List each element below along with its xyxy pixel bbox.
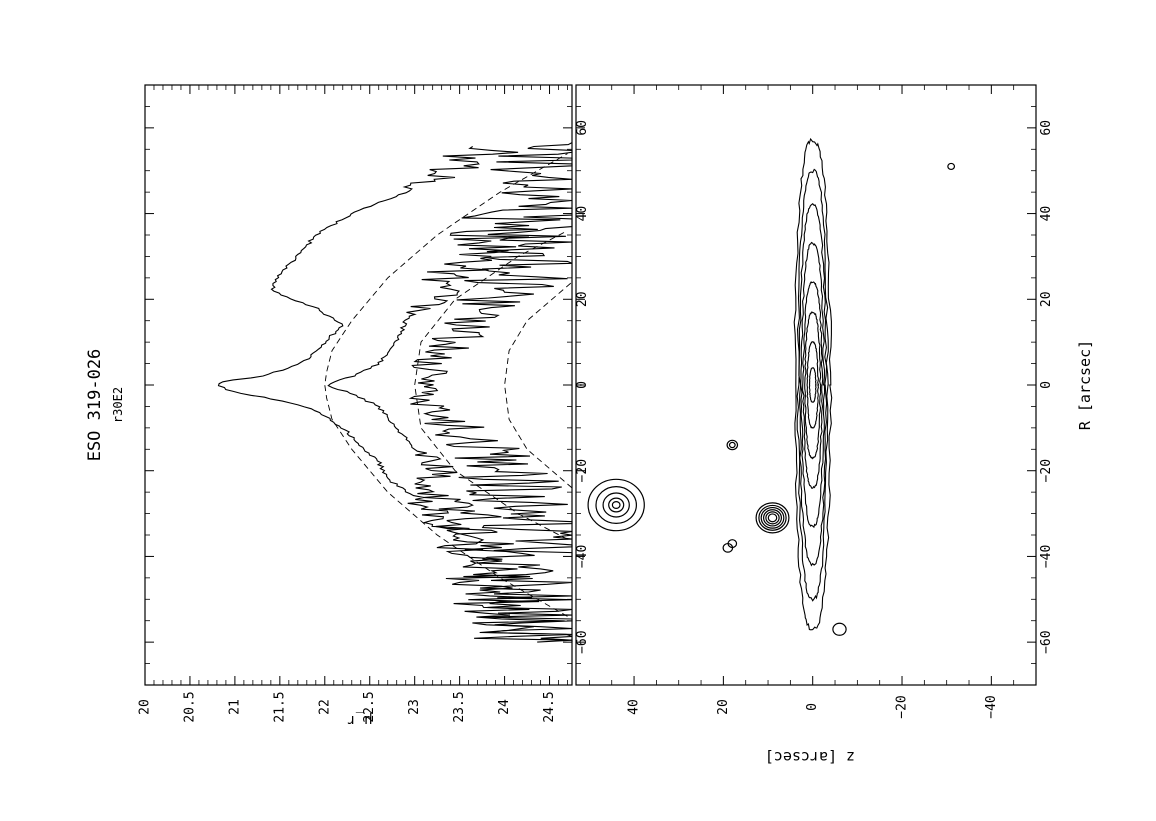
profile-y-tick-label: 23 — [407, 699, 422, 715]
profile-y-tick-label: 20.5 — [182, 691, 197, 722]
contour-y-tick-labels: 40 20 0 −20 −40 — [627, 695, 999, 718]
contour-y-tick-label: −40 — [984, 695, 999, 718]
contour-x-tick-label: 60 — [1039, 120, 1054, 136]
source-1-contour-3 — [763, 509, 783, 527]
profile-y-tick-label: 22 — [317, 699, 332, 715]
profile-series-dashed-3 — [414, 230, 568, 540]
contour-y-tick-label: −20 — [895, 695, 910, 718]
profile-y-tick-label: 24.5 — [542, 691, 557, 722]
profile-y-tick-label: 22.5 — [362, 691, 377, 722]
profile-series-group — [217, 142, 573, 643]
contour-y-axis-label: z [arcsec] — [765, 748, 855, 766]
profile-panel-frame — [144, 84, 573, 686]
contour-x-tick-label: 20 — [1039, 291, 1054, 307]
disk-isophote-1 — [796, 168, 829, 602]
profile-tick-marks — [144, 84, 572, 686]
contour-tick-marks — [576, 84, 1037, 686]
source-6-contour-0 — [947, 162, 956, 171]
contour-x-tick-label: −40 — [1039, 545, 1054, 568]
profile-y-tick-label: 21.5 — [272, 691, 287, 722]
figure-subtitle: r30E2 — [111, 387, 125, 423]
contour-x-tick-labels: 60 40 20 0 −20 −40 −60 — [1039, 120, 1054, 654]
source-0-contour-2 — [602, 492, 630, 518]
source-1-contour-4 — [765, 511, 780, 525]
contour-group — [587, 137, 956, 636]
profile-y-axis-label: μ_r — [347, 712, 372, 728]
contour-x-tick-label: 0 — [1039, 381, 1054, 389]
contour-x-tick-label: −60 — [1039, 630, 1054, 653]
profile-series-solid-2 — [327, 142, 573, 643]
source-0-contour-3 — [608, 497, 625, 513]
contour-y-tick-label: 40 — [627, 699, 642, 715]
source-4-contour-0 — [727, 539, 738, 549]
contour-y-tick-label: 0 — [805, 703, 820, 711]
source-0-contour-4 — [611, 501, 621, 510]
contour-panel-frame — [575, 84, 1037, 686]
disk-isophote-6 — [806, 341, 820, 429]
profile-series-dashed-1 — [324, 153, 568, 617]
source-0-contour-1 — [595, 486, 637, 525]
figure-title: ESO 319-026 — [85, 349, 105, 462]
profile-y-tick-label: 20 — [138, 699, 153, 715]
source-2-contour-1 — [728, 441, 736, 449]
source-1-contour-1 — [758, 504, 787, 531]
disk-isophote-0 — [793, 137, 833, 631]
disk-isophote-2 — [798, 203, 828, 567]
source-0-contour-0 — [587, 478, 645, 532]
profile-y-tick-labels: 20 20.5 21 21.5 22 22.5 23 23.5 24 24.5 — [138, 691, 558, 722]
figure-header: ESO 319-026 r30E2 — [85, 349, 125, 462]
contour-y-tick-label: 20 — [716, 699, 731, 715]
source-1-contour-0 — [755, 502, 790, 534]
source-1-contour-5 — [767, 513, 778, 523]
profile-y-tick-label: 21 — [227, 699, 242, 715]
disk-isophote-4 — [802, 280, 824, 489]
contour-x-axis-label: R [arcsec] — [1076, 340, 1094, 430]
disk-isophote-3 — [800, 241, 826, 529]
contour-x-tick-label: −20 — [1039, 459, 1054, 482]
source-1-contour-2 — [760, 506, 785, 529]
disk-isophote-7 — [808, 367, 817, 403]
profile-series-solid-4 — [408, 214, 573, 557]
source-5-contour-0 — [832, 622, 847, 636]
profile-series-solid-0 — [217, 146, 573, 643]
profile-y-tick-label: 24 — [497, 699, 512, 715]
disk-isophote-5 — [804, 311, 822, 460]
contour-x-tick-label: 40 — [1039, 206, 1054, 222]
source-2-contour-0 — [726, 439, 739, 451]
profile-y-tick-label: 23.5 — [452, 691, 467, 722]
